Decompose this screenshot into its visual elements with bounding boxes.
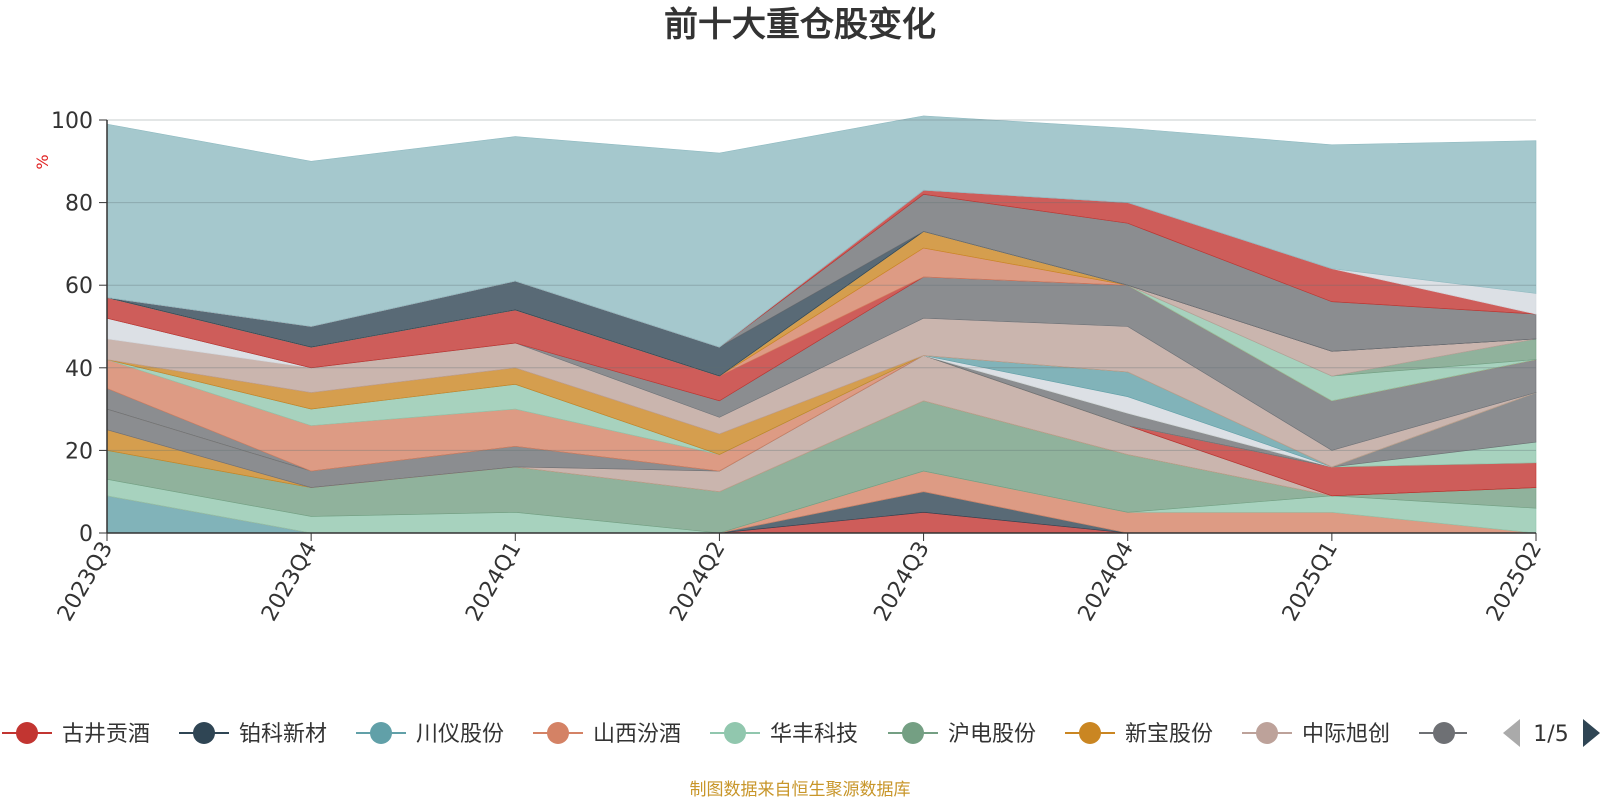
y-tick-label: 100 <box>51 109 93 134</box>
legend-marker <box>370 722 392 744</box>
legend-item[interactable]: 古井贡酒 <box>2 722 150 747</box>
x-tick-label: 2023Q4 <box>257 538 322 626</box>
legend-item[interactable]: 沪电股份 <box>888 722 1036 747</box>
x-tick-label: 2025Q2 <box>1482 538 1547 626</box>
x-tick-label: 2024Q1 <box>461 538 526 626</box>
legend-marker <box>724 722 746 744</box>
legend-label: 文 <box>1479 722 1501 747</box>
legend-item[interactable]: 中际旭创 <box>1242 722 1390 747</box>
legend-label: 新宝股份 <box>1125 722 1213 747</box>
legend-marker <box>193 722 215 744</box>
y-tick-label: 80 <box>65 192 93 217</box>
legend-item[interactable]: 华丰科技 <box>710 722 858 747</box>
legend-label: 铂科新材 <box>239 722 327 747</box>
x-tick-label: 2024Q2 <box>665 538 730 626</box>
x-tick-label: 2025Q1 <box>1278 538 1343 626</box>
area-series <box>106 115 1537 534</box>
legend-marker <box>16 722 38 744</box>
legend-marker <box>1433 722 1455 744</box>
legend-prev-icon[interactable] <box>1503 719 1520 747</box>
legend-label: 华丰科技 <box>770 722 858 747</box>
legend-marker <box>1256 722 1278 744</box>
area-series-31 <box>106 115 1537 348</box>
grid-lines <box>107 119 1536 451</box>
legend-label: 沪电股份 <box>948 722 1036 747</box>
legend-item[interactable]: 铂科新材 <box>179 722 327 747</box>
x-tick-label: 2024Q3 <box>869 538 934 626</box>
legend[interactable]: 古井贡酒 铂科新材 川仪股份 山西汾酒 华丰科技 沪电股份 新宝股份 中际旭创 文 <box>2 722 1501 747</box>
legend-item[interactable]: 新宝股份 <box>1065 722 1213 747</box>
legend-item[interactable]: 川仪股份 <box>356 722 504 747</box>
y-tick-label: 20 <box>65 439 93 464</box>
legend-label: 中际旭创 <box>1302 722 1390 747</box>
legend-marker <box>1079 722 1101 744</box>
y-tick-label: 40 <box>65 357 93 382</box>
legend-pager: 1/5 <box>1503 719 1600 747</box>
legend-page-indicator: 1/5 <box>1533 722 1568 747</box>
x-tick-label: 2024Q4 <box>1074 538 1139 626</box>
data-source-note: 制图数据来自恒生聚源数据库 <box>690 780 911 800</box>
legend-marker <box>547 722 569 744</box>
legend-label: 古井贡酒 <box>62 722 150 747</box>
y-axis-unit: % <box>33 154 52 169</box>
y-tick-label: 60 <box>65 274 93 299</box>
legend-label: 川仪股份 <box>416 722 504 747</box>
chart-title: 前十大重仓股变化 <box>664 5 936 45</box>
x-tick-label: 2023Q3 <box>53 538 118 626</box>
legend-item[interactable]: 山西汾酒 <box>533 722 681 747</box>
legend-next-icon[interactable] <box>1583 719 1600 747</box>
legend-label: 山西汾酒 <box>593 722 681 747</box>
legend-marker <box>902 722 924 744</box>
legend-item[interactable]: 文 <box>1419 722 1501 747</box>
y-tick-label: 0 <box>79 522 93 547</box>
